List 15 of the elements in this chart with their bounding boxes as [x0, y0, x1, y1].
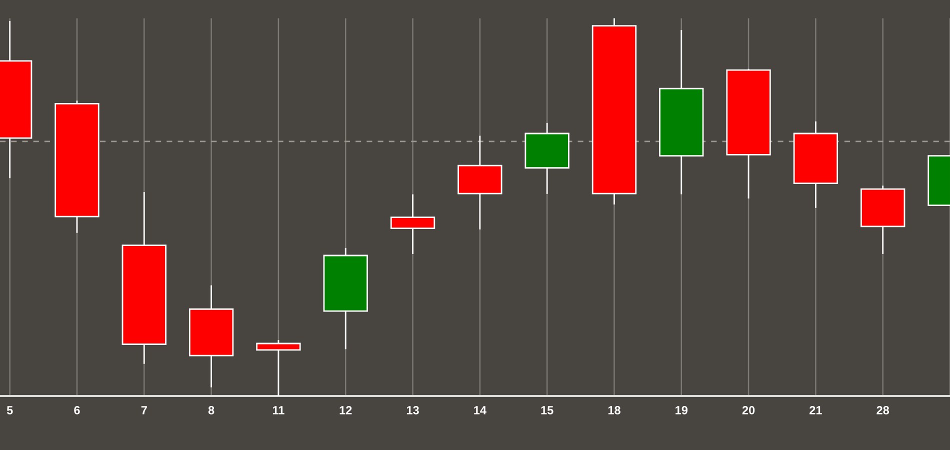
x-tick-label: 7 — [141, 406, 147, 414]
x-tick-label: 18 — [608, 406, 620, 414]
x-tick-label: 14 — [474, 406, 486, 414]
x-tick-label: 6 — [74, 406, 80, 414]
x-tick-label: 28 — [876, 406, 890, 414]
candlestick — [256, 339, 301, 397]
x-tick-label: 11 — [272, 406, 284, 414]
x-tick-label: 12 — [340, 406, 352, 414]
x-tick-label: 21 — [810, 406, 822, 414]
x-tick-label: 20 — [742, 406, 755, 414]
x-tick-label: 19 — [676, 406, 688, 414]
x-tick-label: 5 — [6, 406, 13, 414]
x-tick-label: 13 — [406, 406, 419, 414]
x-tick-label: 8 — [208, 406, 214, 414]
x-tick-label: 15 — [541, 406, 554, 414]
